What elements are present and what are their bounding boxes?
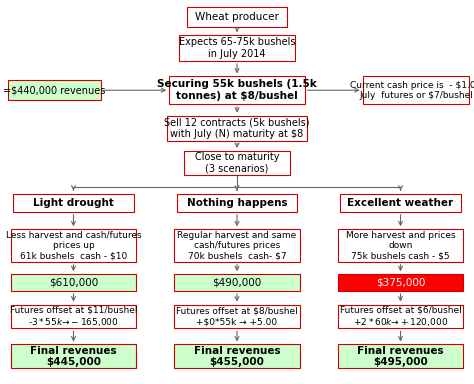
Text: Sell 12 contracts (5k bushels)
with July (N) maturity at $8: Sell 12 contracts (5k bushels) with July…	[164, 118, 310, 139]
FancyBboxPatch shape	[10, 305, 136, 328]
FancyBboxPatch shape	[10, 344, 136, 368]
Text: $610,000: $610,000	[49, 278, 98, 288]
Text: $490,000: $490,000	[212, 278, 262, 288]
FancyBboxPatch shape	[167, 116, 307, 141]
Text: Close to maturity
(3 scenarios): Close to maturity (3 scenarios)	[195, 152, 279, 174]
FancyBboxPatch shape	[337, 305, 463, 328]
Text: Expects 65-75k bushels
in July 2014: Expects 65-75k bushels in July 2014	[179, 37, 295, 59]
FancyBboxPatch shape	[340, 194, 461, 212]
FancyBboxPatch shape	[10, 230, 136, 262]
Text: Securing 55k bushels (1.5k
tonnes) at $8/bushel: Securing 55k bushels (1.5k tonnes) at $8…	[157, 79, 317, 101]
FancyBboxPatch shape	[337, 274, 463, 291]
FancyBboxPatch shape	[174, 274, 300, 291]
FancyBboxPatch shape	[170, 76, 304, 104]
FancyBboxPatch shape	[10, 274, 136, 291]
Text: $375,000: $375,000	[376, 278, 425, 288]
Text: =$440,000 revenues: =$440,000 revenues	[3, 85, 106, 95]
Text: Final revenues
$445,000: Final revenues $445,000	[30, 346, 117, 367]
Text: Less harvest and cash/futures
prices up
61k bushels  cash - $10: Less harvest and cash/futures prices up …	[6, 231, 141, 261]
Text: Final revenues
$455,000: Final revenues $455,000	[194, 346, 280, 367]
FancyBboxPatch shape	[13, 194, 134, 212]
FancyBboxPatch shape	[184, 151, 290, 175]
FancyBboxPatch shape	[174, 344, 300, 368]
FancyBboxPatch shape	[8, 80, 100, 100]
Text: Wheat producer: Wheat producer	[195, 12, 279, 22]
Text: Futures offset at $6/bushel
+$2*60k → +$120,000: Futures offset at $6/bushel +$2*60k → +$…	[340, 305, 461, 328]
Text: Futures offset at $8/bushel
+$0*55k → +5.00: Futures offset at $8/bushel +$0*55k → +5…	[176, 307, 298, 326]
FancyBboxPatch shape	[174, 305, 300, 328]
FancyBboxPatch shape	[179, 35, 295, 61]
FancyBboxPatch shape	[176, 194, 298, 212]
Text: More harvest and prices
down
75k bushels cash - $5: More harvest and prices down 75k bushels…	[346, 231, 456, 261]
Text: Excellent weather: Excellent weather	[347, 198, 454, 208]
FancyBboxPatch shape	[337, 344, 463, 368]
Text: Current cash price is  - $1.00
July  futures or $7/bushel: Current cash price is - $1.00 July futur…	[350, 81, 474, 100]
Text: Regular harvest and same
cash/futures prices
70k bushels  cash- $7: Regular harvest and same cash/futures pr…	[177, 231, 297, 261]
Text: Final revenues
$495,000: Final revenues $495,000	[357, 346, 444, 367]
FancyBboxPatch shape	[174, 230, 300, 262]
Text: Nothing happens: Nothing happens	[187, 198, 287, 208]
FancyBboxPatch shape	[337, 230, 463, 262]
Text: Light drought: Light drought	[33, 198, 114, 208]
FancyBboxPatch shape	[363, 76, 469, 104]
Text: Futures offset at $11/bushel
-$3*55k → -$165,000: Futures offset at $11/bushel -$3*55k → -…	[10, 305, 137, 328]
FancyBboxPatch shape	[187, 7, 287, 27]
